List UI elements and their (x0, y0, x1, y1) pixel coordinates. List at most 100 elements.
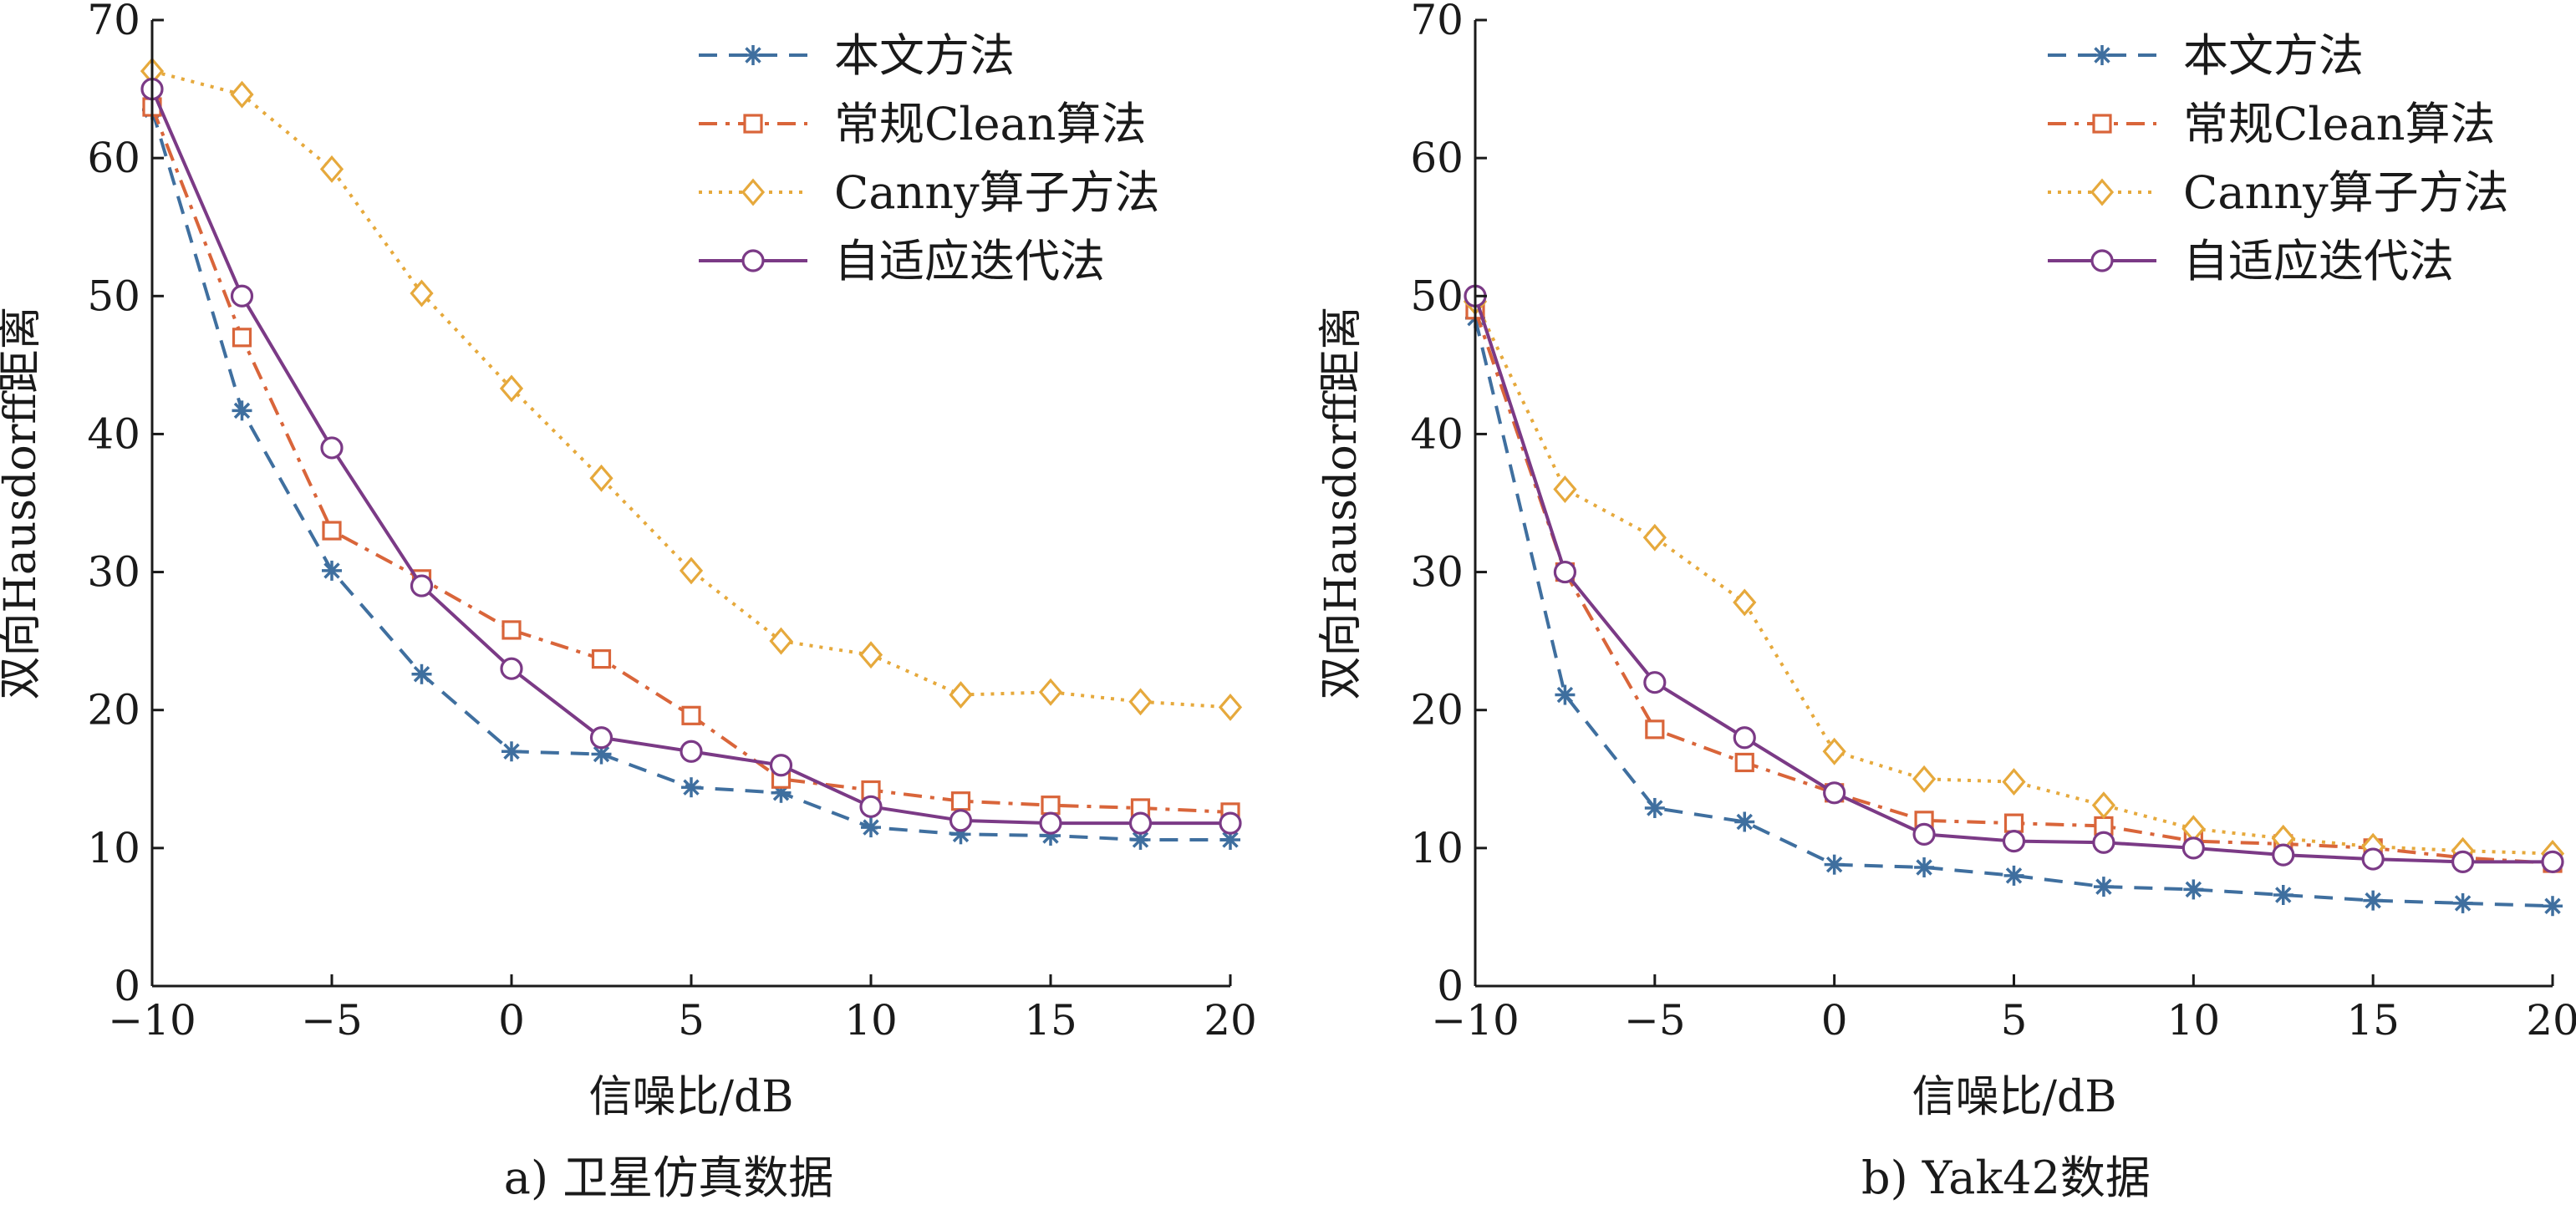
panel-b-x-tick-label: 5 (2001, 996, 2028, 1045)
legend-label: 自适应迭代法 (834, 235, 1105, 287)
panel-a-series-line (150, 109, 1230, 841)
panel-a-caption: a) 卫星仿真数据 (504, 1151, 833, 1204)
panel-a-data-point (410, 279, 434, 308)
panel-a-data-point (232, 400, 252, 421)
panel-b-data-point (2003, 813, 2024, 833)
panel-b-data-point (1642, 523, 1667, 552)
panel-b-data-point (1914, 857, 1935, 877)
legend-marker-swatch (2092, 45, 2112, 65)
panel-a-data-point (1128, 688, 1153, 716)
panel-b-data-point (1734, 811, 1755, 832)
panel-b-y-tick-label: 0 (1437, 962, 1464, 1010)
panel-b-y-axis-label: 双向Hausdorff距离 (1316, 307, 1367, 700)
panel-a-data-point (949, 681, 973, 709)
panel-a-data-point (322, 560, 342, 581)
panel-a-series-method-canny (140, 57, 1243, 721)
panel-b-data-point (2543, 896, 2563, 917)
panel-a-series-method-clean (142, 97, 1240, 822)
panel-a-data-point (861, 817, 881, 838)
panel-b-data-point (1734, 752, 1754, 773)
panel-a-data-point (950, 791, 971, 811)
panel-a-data-point (769, 754, 793, 777)
panel-b-data-point (2451, 850, 2475, 873)
panel-a-x-tick-label: −5 (301, 996, 363, 1045)
panel-a-data-point (499, 374, 524, 403)
panel-b-x-tick-label: 20 (2526, 996, 2576, 1045)
panel-b-data-point (2363, 890, 2384, 911)
panel-a-data-point (1038, 678, 1063, 706)
panel-b-data-point (2002, 768, 2026, 796)
panel-b-data-point (2091, 791, 2116, 820)
panel-a-data-point (589, 464, 613, 492)
panel-b-legend-item: Canny算子方法 (2048, 166, 2509, 219)
panel-a-data-point (320, 436, 344, 460)
panel-a-data-point (949, 809, 973, 832)
panel-b-y-tick-label: 10 (1410, 824, 1464, 872)
panel-b-y-tick-label: 40 (1410, 409, 1464, 458)
panel-b-x-tick-label: 0 (1821, 996, 1848, 1045)
panel-a-x-tick-label: 20 (1204, 996, 1257, 1045)
panel-b-data-point (2003, 865, 2024, 886)
panel-b-legend-item: 本文方法 (2048, 29, 2364, 82)
panel-a-data-point (410, 574, 434, 597)
panel-b-data-point (2093, 877, 2114, 897)
panel-a: 0 10 20 30 40 50 60 70 −10 −5 0 5 10 15 20 信噪比/dB 双向Ha… (0, 0, 1257, 1204)
panel-b-data-point (1553, 475, 1577, 503)
panel-b-data-point (2541, 850, 2564, 873)
panel-a-x-tick-label: 10 (844, 996, 898, 1045)
panel-b-data-point (1645, 719, 1665, 740)
panel-b-y-tick-label: 20 (1410, 686, 1464, 735)
panel-b-data-point (2361, 847, 2385, 871)
panel-b: 0 10 20 30 40 50 60 70 −10 −5 0 5 10 15 20 信噪比/dB 双向Ha… (1316, 0, 2576, 1204)
panel-a-legend-item: Canny算子方法 (699, 166, 1160, 219)
panel-a-legend-item: 本文方法 (699, 29, 1015, 82)
panel-a-data-point (230, 80, 254, 109)
panel-b-data-point (2273, 885, 2293, 906)
panel-b-data-point (1553, 560, 1577, 584)
panel-b-data-point (2092, 831, 2115, 854)
panel-a-data-point (501, 741, 522, 762)
panel-b-legend-item: 常规Clean算法 (2048, 98, 2496, 150)
panel-b-legend-item: 自适应迭代法 (2048, 235, 2454, 287)
panel-a-x-axis-label: 信噪比/dB (588, 1072, 793, 1122)
panel-b-ticks: 0 10 20 30 40 50 60 70 −10 −5 0 5 10 15 20 (1410, 0, 2576, 1045)
panel-a-data-point (1219, 811, 1242, 835)
panel-a-data-point (1130, 829, 1151, 850)
panel-b-data-point (1733, 726, 1756, 750)
panel-a-data-point (411, 663, 432, 684)
panel-a-data-point (230, 284, 254, 308)
panel-b-series-method-adaptive (1464, 284, 2564, 873)
panel-a-data-point (501, 620, 522, 640)
panel-b-x-axis-label: 信噪比/dB (1912, 1072, 2116, 1122)
panel-b-data-point (1824, 854, 1845, 875)
panel-b-data-point (1823, 781, 1846, 805)
panel-b-data-point (2002, 829, 2026, 853)
panel-a-series-method-adaptive (140, 77, 1242, 835)
panel-a-data-point (769, 627, 793, 655)
panel-a-data-point (680, 740, 703, 763)
legend-marker-swatch (2090, 249, 2114, 272)
panel-a-data-point (679, 557, 704, 585)
panel-b-x-tick-label: 15 (2346, 996, 2400, 1045)
panel-a-ticks: 0 10 20 30 40 50 60 70 −10 −5 0 5 10 15 20 (87, 0, 1256, 1045)
panel-b-y-tick-label: 30 (1410, 548, 1464, 597)
panel-b-x-tick-label: 10 (2167, 996, 2221, 1045)
panel-b-data-point (1555, 684, 1576, 705)
legend-label: 自适应迭代法 (2183, 235, 2454, 287)
panel-a-data-point (681, 777, 701, 798)
panel-b-data-point (1643, 671, 1667, 694)
panel-a-data-point (1218, 693, 1243, 721)
legend-label: 本文方法 (834, 29, 1015, 82)
panel-b-data-point (1912, 765, 1937, 793)
panel-a-x-tick-label: −10 (108, 996, 196, 1045)
legend-marker-swatch (743, 45, 763, 65)
panel-b-x-tick-label: −5 (1624, 996, 1686, 1045)
panel-b-data-point (1733, 588, 1757, 617)
panel-a-x-tick-label: 0 (498, 996, 525, 1045)
panel-a-y-tick-label: 70 (87, 0, 140, 44)
panel-b-y-tick-label: 70 (1410, 0, 1464, 44)
panel-a-y-tick-label: 0 (114, 962, 140, 1010)
panel-a-data-point (858, 641, 883, 669)
